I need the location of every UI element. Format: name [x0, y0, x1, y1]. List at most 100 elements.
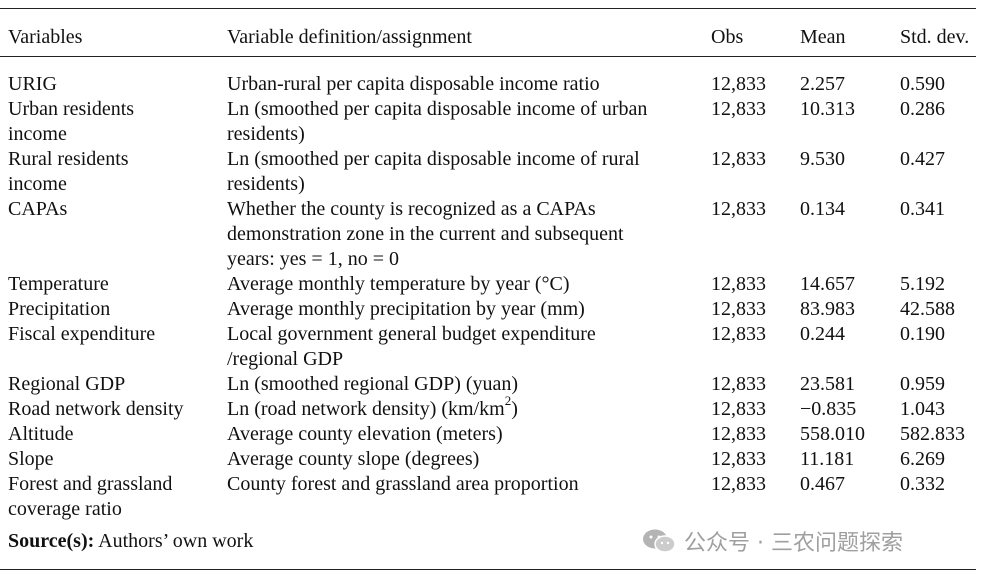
obs-value: 12,833 [711, 73, 766, 95]
definition-line: Ln (smoothed per capita disposable incom… [227, 97, 697, 122]
definition-line: Average county elevation (meters) [227, 422, 697, 447]
header-mean: Mean [800, 26, 846, 48]
variable-name: Altitude [8, 422, 218, 447]
definition-text: residents) [227, 173, 305, 195]
obs-value: 12,833 [711, 298, 766, 320]
variable-definition: Average county elevation (meters) [227, 422, 697, 447]
variable-name: Fiscal expenditure [8, 322, 218, 347]
mean-value: 10.313 [800, 98, 855, 120]
variable-name-line: Forest and grassland [8, 473, 173, 495]
mean-value: 2.257 [800, 73, 845, 95]
variable-name-line: Precipitation [8, 298, 111, 320]
variable-name: Road network density [8, 397, 218, 422]
variable-definition: Average county slope (degrees) [227, 447, 697, 472]
variable-name-line: income [8, 123, 67, 145]
header-variables: Variables [8, 26, 83, 48]
definition-line: Ln (smoothed regional GDP) (yuan) [227, 372, 697, 397]
variable-name-line: income [8, 173, 67, 195]
mean-value: 14.657 [800, 273, 855, 295]
definition-text: Ln (smoothed per capita disposable incom… [227, 98, 648, 120]
sd-value: 0.190 [900, 323, 945, 345]
definition-text: years: yes = 1, no = 0 [227, 248, 399, 270]
variable-name-line: URIG [8, 73, 57, 95]
definition-text: demonstration zone in the current and su… [227, 223, 624, 245]
definition-tail: ) [511, 398, 518, 420]
definition-text: residents) [227, 123, 305, 145]
sd-value: 0.286 [900, 98, 945, 120]
sd-value: 1.043 [900, 398, 945, 420]
definition-line: Ln (road network density) (km/km2) [227, 394, 697, 422]
definition-text: Average monthly temperature by year (°C) [227, 273, 570, 295]
obs-value: 12,833 [711, 473, 766, 495]
variable-definition: Ln (road network density) (km/km2) [227, 394, 697, 422]
obs-value: 12,833 [711, 98, 766, 120]
definition-line: demonstration zone in the current and su… [227, 222, 697, 247]
variable-name-line: Slope [8, 448, 54, 470]
superscript: 2 [504, 393, 512, 409]
definition-line: Ln (smoothed per capita disposable incom… [227, 147, 697, 172]
variable-name-line: Fiscal expenditure [8, 323, 156, 345]
watermark-text: 公众号 · 三农问题探索 [684, 531, 903, 556]
variable-definition: Ln (smoothed regional GDP) (yuan) [227, 372, 697, 397]
definition-line: /regional GDP [227, 347, 697, 372]
sd-value: 6.269 [900, 448, 945, 470]
sd-value: 0.332 [900, 473, 945, 495]
variable-definition: Average monthly temperature by year (°C) [227, 272, 697, 297]
obs-value: 12,833 [711, 448, 766, 470]
variable-definition: Urban-rural per capita disposable income… [227, 72, 697, 97]
bottom-rule [0, 569, 976, 570]
variable-name-line: Urban residents [8, 98, 135, 120]
variable-name: Urban residents income [8, 97, 218, 147]
variable-definition: Local government general budget expendit… [227, 322, 697, 372]
definition-text: County forest and grassland area proport… [227, 473, 579, 495]
variable-definition: Ln (smoothed per capita disposable incom… [227, 97, 697, 147]
sd-value: 5.192 [900, 273, 945, 295]
definition-text: Ln (smoothed regional GDP) (yuan) [227, 373, 519, 395]
variable-name: Precipitation [8, 297, 218, 322]
definition-line: years: yes = 1, no = 0 [227, 247, 697, 272]
obs-value: 12,833 [711, 198, 766, 220]
mean-value: 9.530 [800, 148, 845, 170]
definition-text: /regional GDP [227, 348, 344, 370]
definition-text: Average county elevation (meters) [227, 423, 503, 445]
definition-line: Average county slope (degrees) [227, 447, 697, 472]
variable-name-line: Regional GDP [8, 373, 126, 395]
definition-text: Ln (road network density) (km/km [227, 398, 505, 420]
definition-text: Local government general budget expendit… [227, 323, 596, 345]
variable-name-line: Road network density [8, 398, 184, 420]
sd-value: 0.590 [900, 73, 945, 95]
mean-value: −0.835 [800, 398, 857, 420]
obs-value: 12,833 [711, 398, 766, 420]
definition-text: Urban-rural per capita disposable income… [227, 73, 600, 95]
variable-name-line: CAPAs [8, 198, 68, 220]
definition-line: residents) [227, 122, 697, 147]
definition-line: Urban-rural per capita disposable income… [227, 72, 697, 97]
sd-value: 42.588 [900, 298, 955, 320]
sd-value: 0.427 [900, 148, 945, 170]
definition-text: Average county slope (degrees) [227, 448, 480, 470]
mean-value: 0.134 [800, 198, 845, 220]
header-obs: Obs [711, 26, 744, 48]
source-text: Authors’ own work [94, 530, 254, 552]
mean-value: 11.181 [800, 448, 855, 470]
variable-definition: Average monthly precipitation by year (m… [227, 297, 697, 322]
mean-value: 0.467 [800, 473, 845, 495]
definition-line: Local government general budget expendit… [227, 322, 697, 347]
mean-value: 558.010 [800, 423, 865, 445]
variable-name: Forest and grassland coverage ratio [8, 472, 218, 522]
source-note: Source(s): Authors’ own work [8, 529, 253, 554]
definition-line: Whether the county is recognized as a CA… [227, 197, 697, 222]
obs-value: 12,833 [711, 273, 766, 295]
mean-value: 0.244 [800, 323, 845, 345]
variable-definition: Ln (smoothed per capita disposable incom… [227, 147, 697, 197]
definition-text: Whether the county is recognized as a CA… [227, 198, 596, 220]
variable-definition: County forest and grassland area proport… [227, 472, 697, 497]
source-label: Source(s): [8, 530, 95, 552]
variable-name: Temperature [8, 272, 218, 297]
header-definition: Variable definition/assignment [227, 26, 472, 48]
sd-value: 582.833 [900, 423, 965, 445]
definition-text: Average monthly precipitation by year (m… [227, 298, 585, 320]
definition-line: Average monthly precipitation by year (m… [227, 297, 697, 322]
variable-name: Slope [8, 447, 218, 472]
obs-value: 12,833 [711, 148, 766, 170]
